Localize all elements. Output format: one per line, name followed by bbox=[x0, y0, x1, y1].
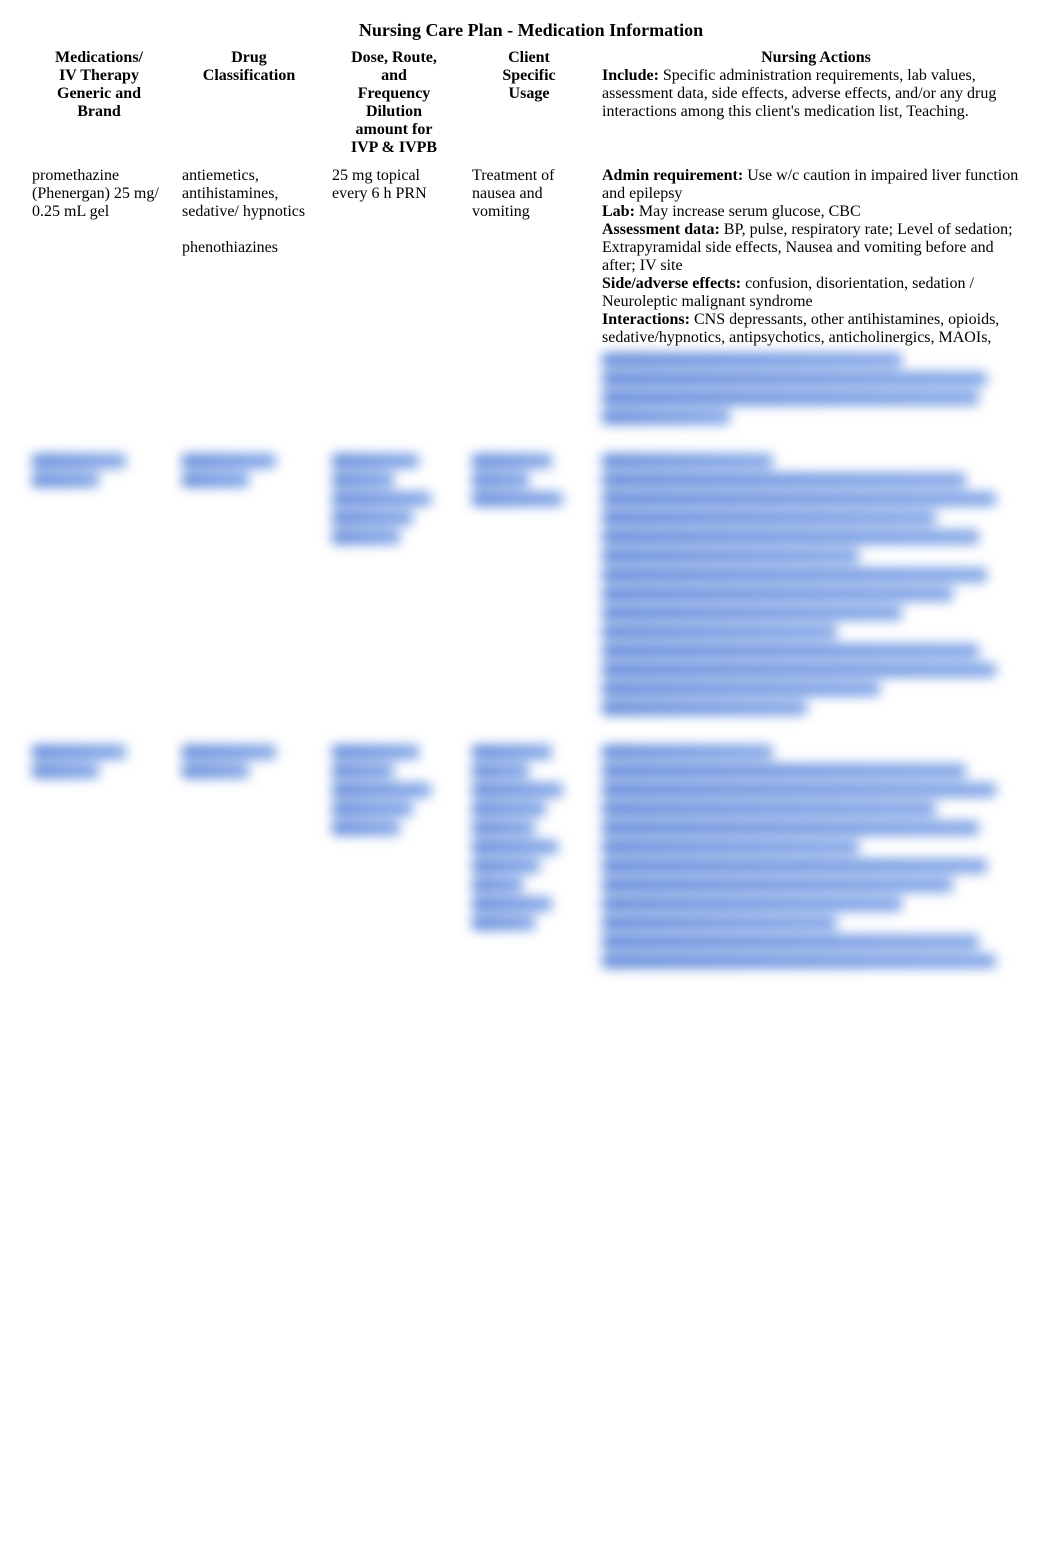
col-header-actions: Nursing Actions Include: Specific admini… bbox=[594, 45, 1038, 161]
include-text: Specific administration requirements, la… bbox=[602, 67, 996, 120]
action-label: Interactions: bbox=[602, 311, 690, 328]
blurred-cell bbox=[32, 454, 166, 487]
table-row-hidden bbox=[24, 726, 1038, 979]
action-line: Interactions: CNS depressants, other ant… bbox=[602, 311, 1030, 347]
cell-actions: Admin requirement: Use w/c caution in im… bbox=[594, 161, 1038, 435]
include-label: Include: bbox=[602, 67, 659, 84]
col-header-classification: Drug Classification bbox=[174, 45, 324, 161]
action-line: Lab: May increase serum glucose, CBC bbox=[602, 203, 1030, 221]
action-line: Side/adverse effects: confusion, disorie… bbox=[602, 275, 1030, 311]
page-title: Nursing Care Plan - Medication Informati… bbox=[24, 20, 1038, 41]
col-header-medications: Medications/ IV Therapy Generic and Bran… bbox=[24, 45, 174, 161]
blurred-cell bbox=[472, 745, 586, 930]
table-row-hidden bbox=[24, 435, 1038, 726]
medication-table: Medications/ IV Therapy Generic and Bran… bbox=[24, 45, 1038, 979]
col-header-dose: Dose, Route, and Frequency Dilution amou… bbox=[324, 45, 464, 161]
blurred-cell bbox=[182, 454, 316, 487]
table-row: promethazine (Phenergan) 25 mg/ 0.25 mL … bbox=[24, 161, 1038, 435]
actions-list: Admin requirement: Use w/c caution in im… bbox=[602, 167, 1030, 347]
action-line: Admin requirement: Use w/c caution in im… bbox=[602, 167, 1030, 203]
action-label: Lab: bbox=[602, 203, 635, 220]
action-label: Assessment data: bbox=[602, 221, 720, 238]
table-body: promethazine (Phenergan) 25 mg/ 0.25 mL … bbox=[24, 161, 1038, 979]
action-label: Admin requirement: bbox=[602, 167, 743, 184]
action-line: Assessment data: BP, pulse, respiratory … bbox=[602, 221, 1030, 275]
header-row: Medications/ IV Therapy Generic and Bran… bbox=[24, 45, 1038, 161]
action-label: Side/adverse effects: bbox=[602, 275, 741, 292]
blurred-cell bbox=[472, 454, 586, 506]
blurred-continuation bbox=[602, 353, 1030, 424]
cell-classification: antiemetics, antihistamines, sedative/ h… bbox=[174, 161, 324, 435]
cell-dose: 25 mg topical every 6 h PRN bbox=[324, 161, 464, 435]
blurred-cell bbox=[332, 454, 456, 544]
blurred-cell bbox=[32, 745, 166, 778]
cell-usage: Treatment of nausea and vomiting bbox=[464, 161, 594, 435]
col-header-usage: Client Specific Usage bbox=[464, 45, 594, 161]
blurred-cell bbox=[182, 745, 316, 778]
cell-medication: promethazine (Phenergan) 25 mg/ 0.25 mL … bbox=[24, 161, 174, 435]
page: Nursing Care Plan - Medication Informati… bbox=[0, 0, 1062, 995]
blurred-cell bbox=[602, 454, 1030, 715]
action-text: May increase serum glucose, CBC bbox=[635, 203, 861, 220]
blurred-cell bbox=[602, 745, 1030, 968]
blurred-cell bbox=[332, 745, 456, 835]
